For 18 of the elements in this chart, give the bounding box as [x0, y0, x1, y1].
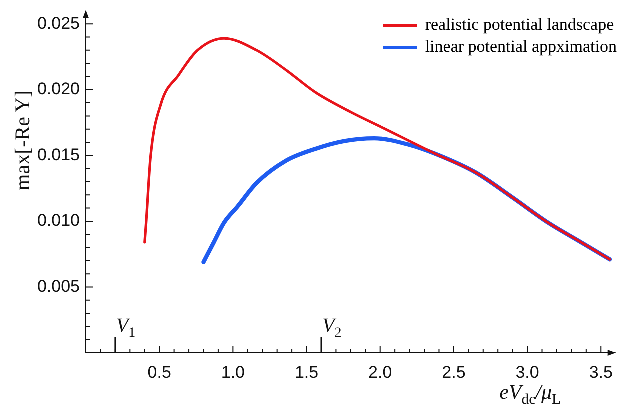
y-tick-label: 0.010 — [37, 211, 80, 230]
legend-label: linear potential appximation — [425, 37, 617, 57]
y-tick-label: 0.025 — [37, 14, 80, 33]
x-tick-label: 3.0 — [516, 362, 540, 382]
y-tick-label: 0.020 — [37, 80, 80, 99]
ref-line-label: V$_{1}$ — [116, 315, 136, 342]
x-tick-label: 2.5 — [442, 362, 466, 382]
x-tick-label: 1.5 — [294, 362, 319, 382]
y-axis-title: max[-Re Y] — [10, 89, 36, 193]
x-tick-label: 2.0 — [368, 362, 392, 382]
legend-label: realistic potential landscape — [425, 15, 614, 35]
x-axis-title: eV$_{dc}$/μ$_{L}$ — [500, 380, 561, 408]
x-tick-label: 1.0 — [221, 362, 245, 382]
x-tick-label: 0.5 — [148, 362, 172, 382]
y-tick-label: 0.015 — [37, 145, 80, 164]
x-tick-label: 3.5 — [589, 362, 613, 382]
y-tick-label: 0.005 — [37, 276, 80, 296]
ref-line-label: V$_{2}$ — [322, 315, 342, 342]
